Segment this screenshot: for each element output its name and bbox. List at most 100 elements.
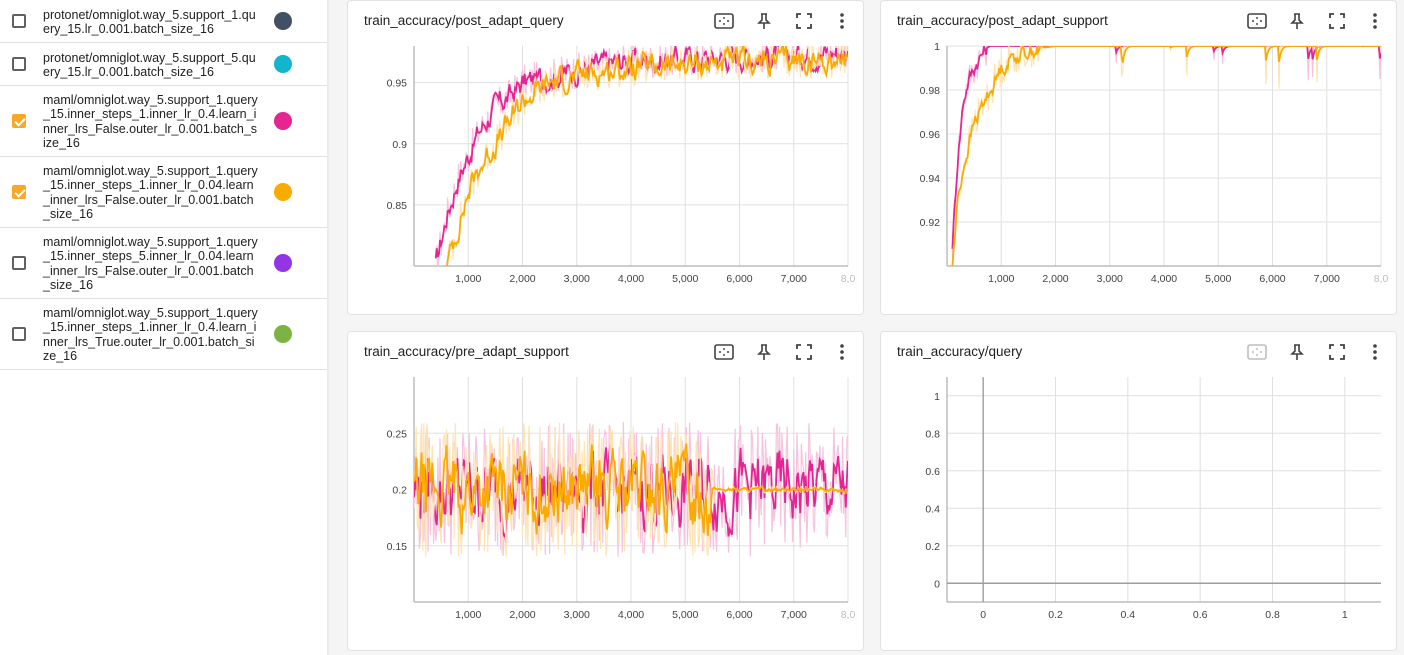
run-label: protonet/omniglot.way_5.support_1.query_…: [43, 8, 256, 37]
card-toolbar: [713, 341, 853, 363]
run-item[interactable]: protonet/omniglot.way_5.support_1.query_…: [0, 0, 327, 43]
fit-domain-icon[interactable]: [1246, 10, 1268, 32]
run-item[interactable]: maml/omniglot.way_5.support_1.query_15.i…: [0, 86, 327, 157]
run-item[interactable]: maml/omniglot.way_5.support_1.query_15.i…: [0, 299, 327, 370]
run-label: maml/omniglot.way_5.support_1.query_15.i…: [43, 306, 258, 363]
chart-card: train_accuracy/query 0 0.2 0.4 0.6 0.8 1 1 0.8 0…: [880, 331, 1397, 651]
series-smoothed-line: [951, 46, 1381, 266]
run-color-swatch[interactable]: [274, 183, 292, 201]
chart-card: train_accuracy/post_adapt_support 1,000 2…: [880, 0, 1397, 315]
run-color-swatch[interactable]: [274, 325, 292, 343]
card-toolbar: [713, 10, 853, 32]
x-tick-label: 2,000: [509, 273, 535, 285]
x-tick-label: 4,000: [618, 273, 644, 285]
x-tick-label: 0: [980, 609, 986, 621]
chart-title: train_accuracy/post_adapt_query: [364, 13, 564, 28]
more-vert-icon[interactable]: [1364, 341, 1386, 363]
y-tick-label: 1: [934, 391, 940, 403]
y-tick-label: 0: [934, 578, 940, 590]
y-tick-label: 0.4: [925, 503, 940, 515]
run-checkbox[interactable]: [12, 114, 26, 128]
runs-sidebar: [0, 0, 328, 655]
x-tick-label: 4,000: [618, 609, 644, 621]
run-label: protonet/omniglot.way_5.support_5.query_…: [43, 51, 256, 80]
run-item[interactable]: maml/omniglot.way_5.support_1.query_15.i…: [0, 157, 327, 228]
x-tick-label: 0.8: [1265, 609, 1280, 621]
y-tick-label: 0.95: [387, 78, 408, 90]
series-smoothed-line: [951, 46, 1381, 249]
fullscreen-icon[interactable]: [1326, 10, 1348, 32]
more-vert-icon[interactable]: [831, 10, 853, 32]
y-tick-label: 0.98: [920, 85, 941, 97]
y-tick-label: 0.6: [925, 466, 940, 478]
run-color-swatch[interactable]: [274, 112, 292, 130]
y-tick-label: 1: [934, 41, 940, 53]
series-smoothed-line: [434, 46, 848, 259]
fit-domain-icon[interactable]: [1246, 341, 1268, 363]
run-label: maml/omniglot.way_5.support_1.query_15.i…: [43, 164, 258, 221]
run-checkbox[interactable]: [12, 57, 26, 71]
pin-icon[interactable]: [1286, 10, 1308, 32]
fit-domain-icon[interactable]: [713, 341, 735, 363]
x-tick-label: 1: [1342, 609, 1348, 621]
y-tick-label: 0.96: [920, 129, 941, 141]
x-tick-label: 5,000: [1205, 273, 1231, 285]
series-raw-line: [446, 46, 848, 266]
series-raw-line: [435, 46, 848, 266]
y-tick-label: 0.94: [920, 173, 941, 185]
pin-icon[interactable]: [753, 341, 775, 363]
more-vert-icon[interactable]: [1364, 10, 1386, 32]
x-tick-label: 1,000: [988, 273, 1014, 285]
series-raw-line: [951, 46, 1381, 266]
x-tick-label: 7,000: [781, 273, 807, 285]
x-tick-label: 3,000: [1097, 273, 1123, 285]
x-tick-label: 8,0: [1374, 273, 1389, 285]
line-chart[interactable]: 1,000 2,000 3,000 4,000 5,000 6,000 7,000 8,0 0.…: [348, 332, 865, 652]
run-color-swatch[interactable]: [274, 12, 292, 30]
x-tick-label: 8,0: [841, 273, 856, 285]
card-toolbar: [1246, 341, 1386, 363]
x-tick-label: 2,000: [509, 609, 535, 621]
run-checkbox[interactable]: [12, 327, 26, 341]
more-vert-icon[interactable]: [831, 341, 853, 363]
line-chart[interactable]: 1,000 2,000 3,000 4,000 5,000 6,000 7,000 8,0 1 0…: [881, 1, 1398, 316]
sidebar-divider[interactable]: [327, 0, 329, 655]
y-tick-label: 0.9: [392, 139, 407, 151]
run-color-swatch[interactable]: [274, 55, 292, 73]
run-item[interactable]: protonet/omniglot.way_5.support_5.query_…: [0, 43, 327, 86]
line-chart[interactable]: 0 0.2 0.4 0.6 0.8 1 1 0.8 0.6 0.4 0.2 0: [881, 332, 1398, 652]
run-color-swatch[interactable]: [274, 254, 292, 272]
x-tick-label: 8,0: [841, 609, 856, 621]
x-tick-label: 5,000: [672, 609, 698, 621]
x-tick-label: 7,000: [1314, 273, 1340, 285]
fullscreen-icon[interactable]: [1326, 341, 1348, 363]
x-tick-label: 1,000: [455, 609, 481, 621]
chart-card: train_accuracy/post_adapt_query 1,000 2,0…: [347, 0, 864, 315]
y-tick-label: 0.85: [387, 200, 408, 212]
fullscreen-icon[interactable]: [793, 10, 815, 32]
pin-icon[interactable]: [753, 10, 775, 32]
x-tick-label: 3,000: [564, 609, 590, 621]
pin-icon[interactable]: [1286, 341, 1308, 363]
x-tick-label: 6,000: [726, 273, 752, 285]
x-tick-label: 2,000: [1042, 273, 1068, 285]
chart-title: train_accuracy/pre_adapt_support: [364, 344, 569, 359]
y-tick-label: 0.25: [387, 428, 408, 440]
x-tick-label: 6,000: [726, 609, 752, 621]
run-item[interactable]: maml/omniglot.way_5.support_1.query_15.i…: [0, 228, 327, 299]
x-tick-label: 0.2: [1048, 609, 1063, 621]
series-smoothed-line: [414, 443, 848, 536]
fit-domain-icon[interactable]: [713, 10, 735, 32]
y-tick-label: 0.92: [920, 217, 941, 229]
chart-title: train_accuracy/post_adapt_support: [897, 13, 1108, 28]
series-group: [414, 421, 848, 557]
y-tick-label: 0.8: [925, 428, 940, 440]
run-checkbox[interactable]: [12, 14, 26, 28]
y-tick-label: 0.2: [392, 485, 407, 497]
line-chart[interactable]: 1,000 2,000 3,000 4,000 5,000 6,000 7,000 8,0 0.…: [348, 1, 865, 316]
fullscreen-icon[interactable]: [793, 341, 815, 363]
run-checkbox[interactable]: [12, 256, 26, 270]
x-tick-label: 4,000: [1151, 273, 1177, 285]
x-tick-label: 7,000: [781, 609, 807, 621]
run-checkbox[interactable]: [12, 185, 26, 199]
